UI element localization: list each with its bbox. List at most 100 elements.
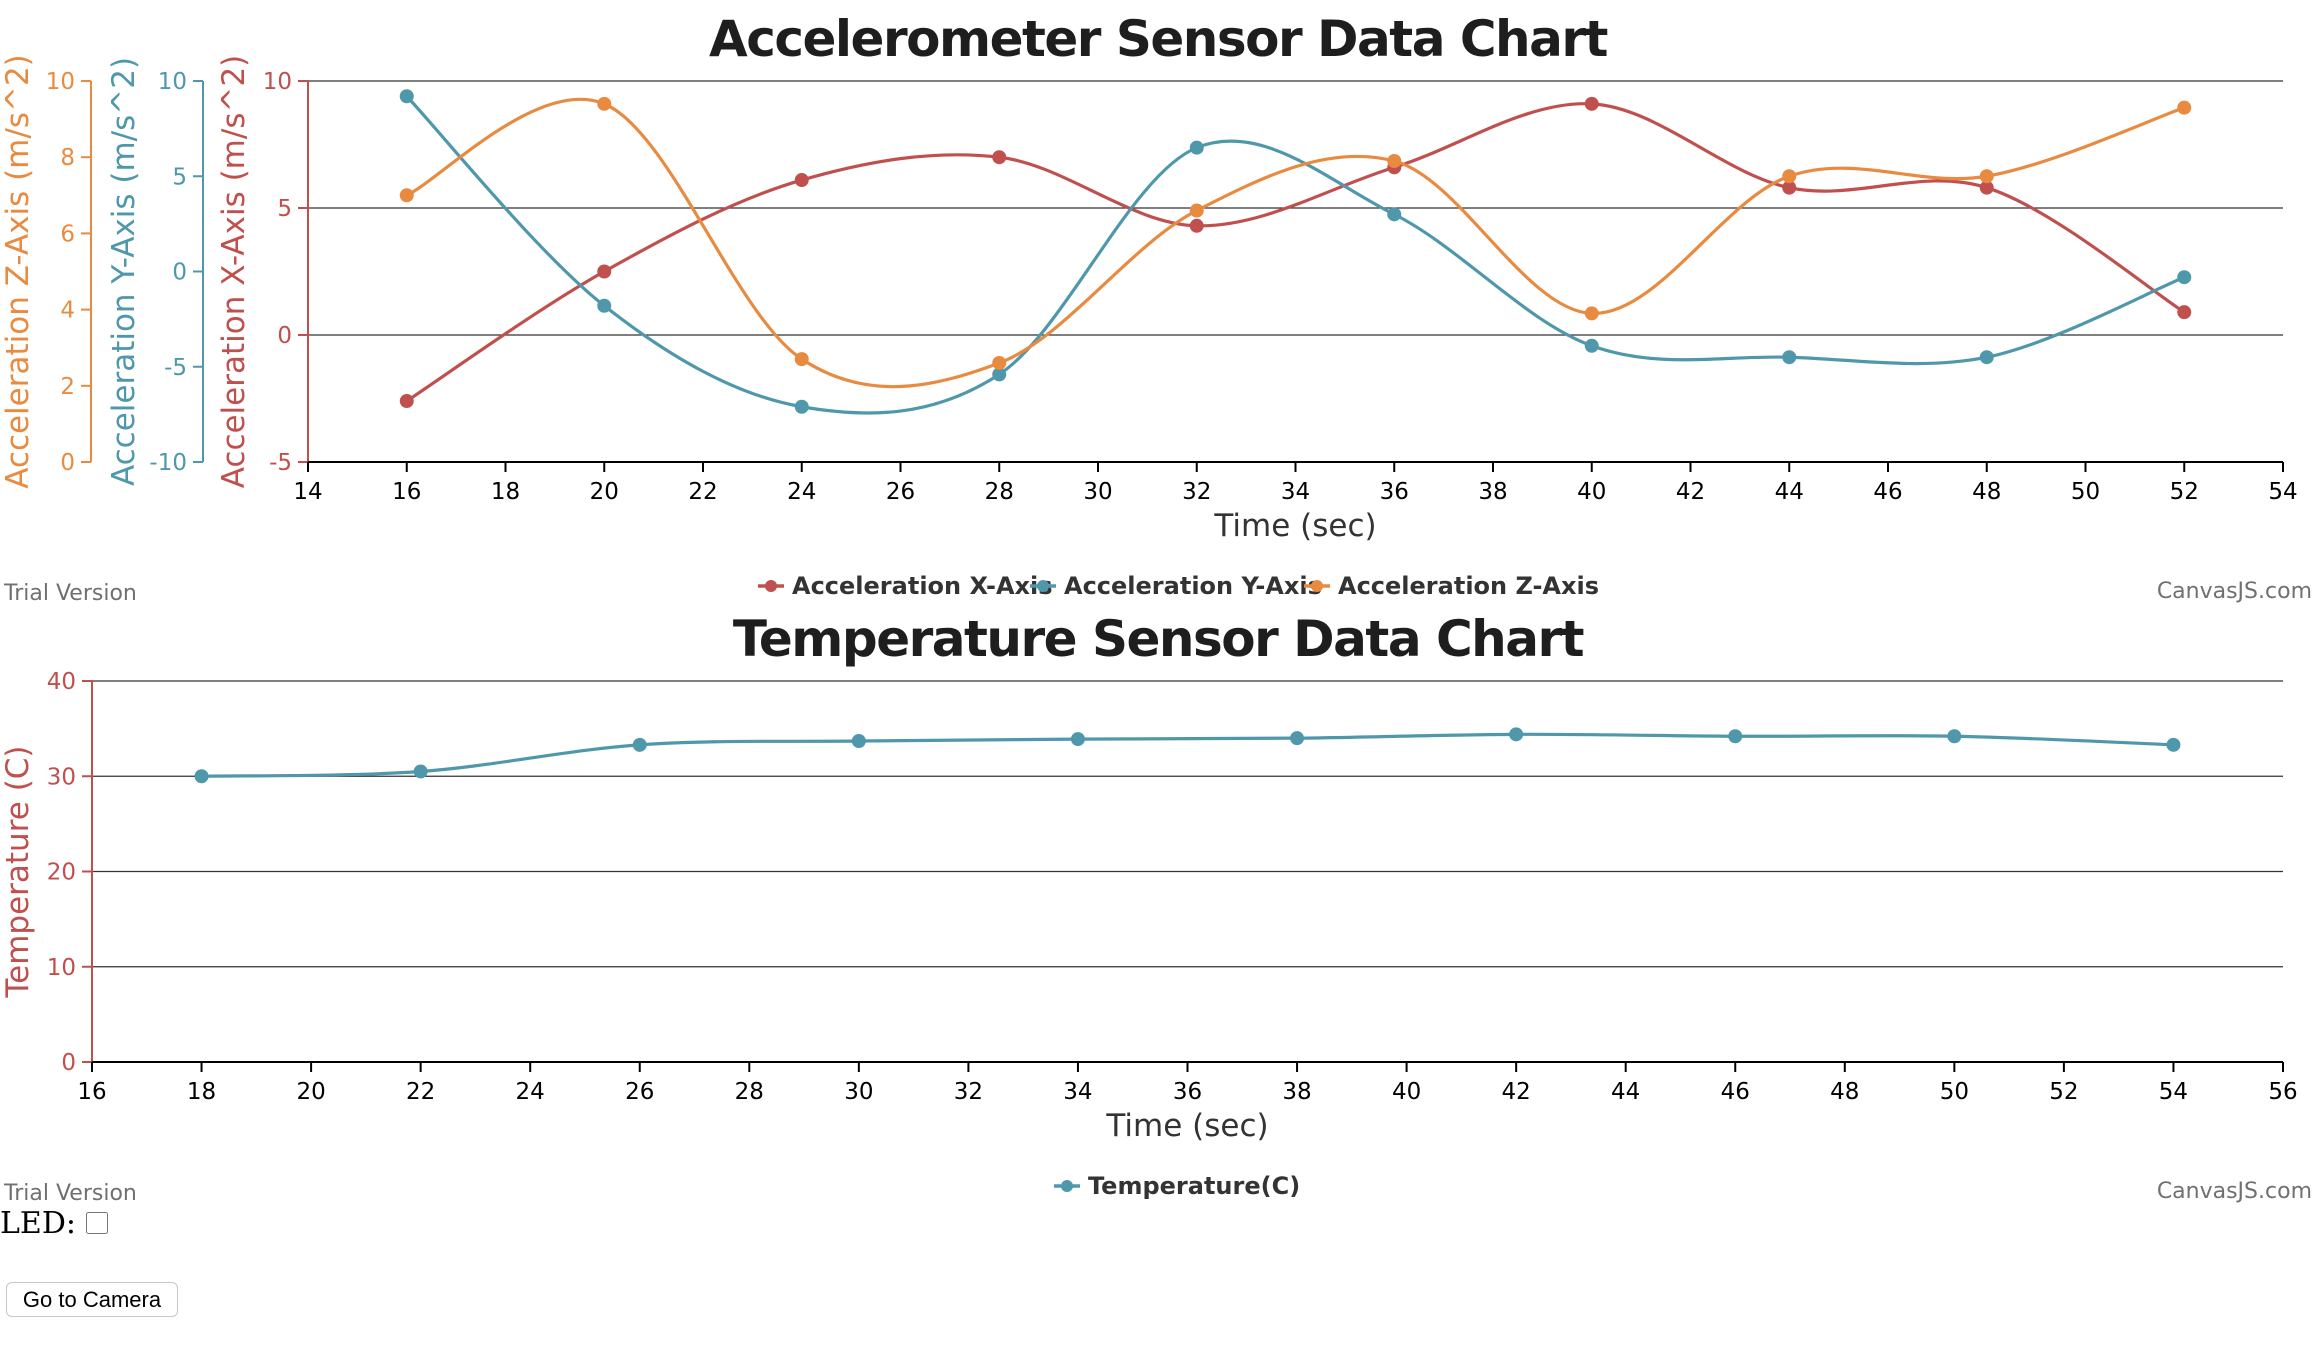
data-point bbox=[992, 150, 1007, 165]
x-tick-label: 34 bbox=[1063, 1079, 1092, 1105]
y-tick-label: 20 bbox=[47, 860, 76, 886]
x-axis-title: Time (sec) bbox=[1105, 1108, 1268, 1144]
data-point bbox=[194, 769, 209, 784]
series-temperature-c bbox=[194, 727, 2181, 784]
data-point bbox=[1979, 169, 1994, 184]
data-point bbox=[1584, 96, 1599, 111]
y-tick-label: 2 bbox=[60, 374, 75, 400]
data-point bbox=[1947, 729, 1962, 744]
x-tick-label: 22 bbox=[406, 1079, 435, 1105]
y-tick-label: 4 bbox=[60, 298, 75, 324]
data-point bbox=[1584, 306, 1599, 321]
data-point bbox=[1189, 140, 1204, 155]
y-axis-title: Acceleration X-Axis (m/s^2) bbox=[216, 55, 252, 489]
data-point bbox=[1387, 154, 1402, 169]
data-point bbox=[1728, 729, 1743, 744]
data-point bbox=[1584, 338, 1599, 353]
x-tick-label: 52 bbox=[2049, 1079, 2078, 1105]
series-acceleration-z-axis bbox=[399, 96, 2192, 389]
x-tick-label: 18 bbox=[491, 479, 520, 505]
trial-version-watermark: Trial Version bbox=[3, 581, 137, 606]
x-tick-label: 44 bbox=[1611, 1079, 1640, 1105]
legend-label: Acceleration Y-Axis bbox=[1064, 572, 1322, 600]
y-tick-label: 0 bbox=[172, 260, 187, 286]
y-tick-label: 5 bbox=[172, 164, 187, 190]
chart-title: Accelerometer Sensor Data Chart bbox=[709, 10, 1608, 68]
x-tick-label: 30 bbox=[1083, 479, 1112, 505]
data-point bbox=[1782, 180, 1797, 195]
go-to-camera-button[interactable]: Go to Camera bbox=[6, 1282, 178, 1317]
x-tick-label: 26 bbox=[625, 1079, 654, 1105]
x-tick-label: 50 bbox=[1940, 1079, 1969, 1105]
y-tick-label: 0 bbox=[60, 450, 75, 476]
x-tick-label: 36 bbox=[1380, 479, 1409, 505]
x-tick-label: 54 bbox=[2268, 479, 2297, 505]
x-tick-label: 24 bbox=[516, 1079, 545, 1105]
series-line bbox=[201, 732, 2174, 778]
data-point bbox=[794, 173, 809, 188]
x-tick-label: 42 bbox=[1676, 479, 1705, 505]
y-tick-label: -5 bbox=[164, 355, 187, 381]
data-point bbox=[2177, 100, 2192, 115]
data-point bbox=[1509, 727, 1524, 742]
data-point bbox=[399, 188, 414, 203]
y-tick-label: 10 bbox=[46, 69, 75, 95]
y-tick-label: 6 bbox=[60, 221, 75, 247]
data-point bbox=[794, 352, 809, 367]
y-axis-title: Temperature (C) bbox=[0, 745, 36, 998]
data-point bbox=[2177, 305, 2192, 320]
series-line bbox=[405, 102, 2186, 403]
x-tick-label: 18 bbox=[187, 1079, 216, 1105]
x-tick-label: 16 bbox=[77, 1079, 106, 1105]
x-tick-label: 32 bbox=[954, 1079, 983, 1105]
x-tick-label: 56 bbox=[2268, 1079, 2297, 1105]
x-tick-label: 24 bbox=[787, 479, 816, 505]
trial-version-watermark: Trial Version bbox=[3, 1181, 137, 1206]
data-point bbox=[597, 298, 612, 313]
canvasjs-watermark: CanvasJS.com bbox=[2157, 1179, 2312, 1204]
x-tick-label: 44 bbox=[1775, 479, 1804, 505]
data-point bbox=[2166, 737, 2181, 752]
series-acceleration-y-axis bbox=[399, 89, 2192, 415]
y-tick-label: 5 bbox=[277, 196, 292, 222]
y-axis-title: Acceleration Y-Axis (m/s^2) bbox=[106, 57, 142, 486]
x-tick-label: 20 bbox=[590, 479, 619, 505]
series-line bbox=[405, 95, 2185, 415]
data-point bbox=[794, 399, 809, 414]
legend-marker-dot bbox=[765, 580, 777, 592]
x-tick-label: 46 bbox=[1873, 479, 1902, 505]
data-point bbox=[1189, 203, 1204, 218]
led-label: LED: bbox=[0, 1205, 76, 1241]
y-tick-label: -5 bbox=[269, 450, 292, 476]
data-point bbox=[597, 264, 612, 279]
data-point bbox=[597, 96, 612, 111]
x-tick-label: 52 bbox=[2170, 479, 2199, 505]
y-tick-label: 10 bbox=[47, 955, 76, 981]
x-tick-label: 16 bbox=[392, 479, 421, 505]
x-tick-label: 42 bbox=[1502, 1079, 1531, 1105]
temperature-chart: Temperature Sensor Data Chart 0 10 20 30 40 Te… bbox=[0, 610, 2312, 1206]
x-tick-label: 48 bbox=[1972, 479, 2001, 505]
accelerometer-chart: Accelerometer Sensor Data Chart -5 0 5 10 Acc… bbox=[0, 10, 2312, 606]
x-tick-label: 38 bbox=[1282, 1079, 1311, 1105]
x-tick-label: 28 bbox=[985, 479, 1014, 505]
x-tick-label: 38 bbox=[1478, 479, 1507, 505]
led-control: LED: bbox=[0, 1198, 108, 1248]
x-axis-title: Time (sec) bbox=[1213, 508, 1376, 544]
x-tick-label: 14 bbox=[293, 479, 322, 505]
x-tick-label: 48 bbox=[1830, 1079, 1859, 1105]
series-acceleration-x-axis bbox=[399, 96, 2192, 409]
x-tick-label: 30 bbox=[844, 1079, 873, 1105]
legend-label: Acceleration Z-Axis bbox=[1338, 572, 1599, 600]
canvasjs-watermark: CanvasJS.com bbox=[2157, 579, 2312, 604]
data-point bbox=[1782, 350, 1797, 365]
data-point bbox=[1070, 732, 1085, 747]
data-point bbox=[399, 394, 414, 409]
data-point bbox=[992, 355, 1007, 370]
data-point bbox=[399, 89, 414, 104]
x-tick-label: 20 bbox=[296, 1079, 325, 1105]
x-tick-label: 28 bbox=[735, 1079, 764, 1105]
led-checkbox[interactable] bbox=[85, 1212, 108, 1234]
x-tick-label: 22 bbox=[688, 479, 717, 505]
y-tick-label: 40 bbox=[47, 669, 76, 695]
